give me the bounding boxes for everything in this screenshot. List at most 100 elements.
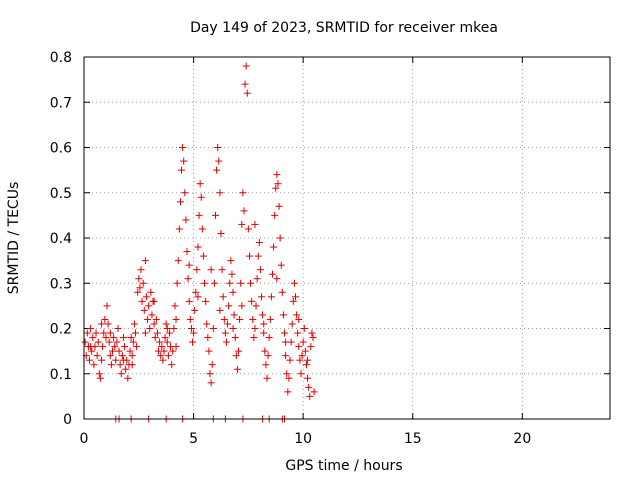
data-point [266, 315, 274, 323]
data-point [305, 383, 313, 391]
data-point [242, 62, 250, 70]
data-point [193, 266, 201, 274]
data-point [295, 315, 303, 323]
y-axis-label: SRMTID / TECUs [6, 182, 22, 295]
data-point [214, 144, 222, 151]
data-point [273, 171, 281, 179]
data-point [81, 338, 89, 346]
data-point [279, 311, 287, 319]
data-point [171, 302, 179, 310]
data-point [92, 329, 100, 337]
data-point [222, 338, 230, 346]
data-point [190, 329, 198, 337]
data-point [161, 334, 169, 342]
data-point [251, 325, 259, 332]
data-point [160, 347, 168, 355]
x-tick-label: 15 [404, 431, 422, 447]
data-point [191, 306, 199, 314]
data-point [145, 302, 153, 310]
data-point [202, 297, 210, 305]
data-point [300, 325, 308, 332]
data-point [94, 338, 102, 346]
data-point [250, 334, 258, 342]
data-point [150, 297, 158, 305]
data-point [244, 225, 252, 233]
data-point [235, 347, 243, 355]
x-tick-label: 5 [189, 431, 198, 447]
data-point [270, 243, 278, 251]
data-point [170, 325, 178, 332]
data-point [196, 180, 204, 188]
data-point [275, 202, 283, 210]
data-point [83, 329, 91, 337]
data-point [163, 338, 171, 346]
data-point [138, 297, 146, 305]
data-point [158, 343, 166, 351]
data-point [144, 315, 152, 323]
y-tick-label: 0.4 [50, 231, 72, 247]
data-point [282, 352, 290, 360]
data-point [277, 261, 285, 269]
data-point [174, 257, 182, 265]
data-point [199, 252, 207, 260]
chart-title: Day 149 of 2023, SRMTID for receiver mke… [190, 20, 498, 36]
data-point [304, 356, 312, 364]
data-point [112, 356, 120, 364]
y-tick-label: 0.3 [50, 276, 72, 292]
data-point [107, 361, 115, 369]
data-point [201, 279, 209, 287]
data-point [274, 180, 282, 188]
data-point [198, 225, 206, 233]
data-point [87, 343, 95, 351]
data-point [212, 211, 219, 219]
data-point [304, 374, 312, 382]
data-points [81, 62, 318, 423]
data-point [165, 329, 173, 337]
data-point [302, 361, 310, 369]
data-point [163, 325, 171, 332]
data-point [117, 370, 125, 378]
data-point [173, 279, 181, 287]
data-point [141, 329, 149, 337]
data-point [186, 315, 194, 323]
data-point [194, 293, 202, 301]
data-point [128, 361, 136, 369]
data-point [264, 352, 272, 360]
data-point [253, 275, 261, 283]
data-point [106, 329, 114, 337]
data-point [285, 374, 293, 382]
data-point [252, 302, 260, 310]
data-point [224, 320, 232, 328]
data-point [136, 284, 144, 292]
data-point [230, 311, 238, 319]
data-point [247, 279, 255, 287]
data-point [106, 352, 114, 360]
data-point [192, 288, 200, 296]
data-point [289, 297, 297, 305]
data-point [122, 365, 130, 373]
data-point [271, 211, 279, 219]
data-point [232, 352, 240, 360]
data-point [116, 361, 124, 369]
data-point [148, 311, 156, 319]
data-point [176, 198, 184, 206]
data-point [110, 334, 118, 342]
plot-frame [83, 56, 611, 420]
data-point [159, 356, 167, 364]
data-point [229, 325, 237, 332]
data-point [204, 334, 212, 342]
data-point [132, 329, 140, 337]
data-point [272, 184, 280, 192]
data-point [156, 338, 164, 346]
data-point [306, 392, 314, 400]
data-point [184, 275, 192, 283]
data-point [238, 302, 246, 310]
data-point [169, 347, 177, 355]
data-point [119, 356, 127, 364]
data-point [134, 288, 142, 296]
data-point [141, 257, 149, 265]
data-point [258, 293, 266, 301]
data-point [215, 157, 223, 165]
data-point [127, 334, 135, 342]
data-point [261, 347, 269, 355]
